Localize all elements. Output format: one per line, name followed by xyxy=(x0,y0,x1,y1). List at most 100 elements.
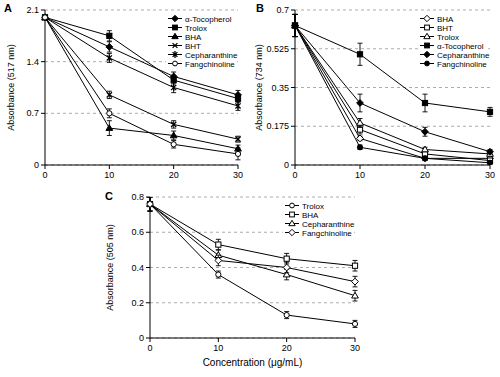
plot-area xyxy=(147,197,359,327)
data-point xyxy=(147,201,152,206)
data-point xyxy=(357,52,362,57)
x-axis-line xyxy=(150,338,355,339)
error-bar xyxy=(107,109,112,118)
error-bar xyxy=(148,197,153,211)
legend-label: Fangchinoline xyxy=(437,60,487,69)
x-axis-line xyxy=(45,165,238,166)
error-bar xyxy=(107,31,112,41)
data-point xyxy=(107,92,112,97)
x-tick-label: 20 xyxy=(282,343,292,353)
x-tick-label: 30 xyxy=(350,343,360,353)
data-point xyxy=(487,160,492,165)
legend-marker xyxy=(173,43,178,48)
series-line xyxy=(295,26,490,154)
legend-marker xyxy=(424,33,430,38)
x-tick xyxy=(286,338,287,342)
y-tick-label: 0 xyxy=(284,160,289,170)
data-point xyxy=(352,321,357,326)
error-bar xyxy=(293,14,298,36)
legend-label: BHA xyxy=(437,15,454,24)
x-tick-label: 30 xyxy=(233,170,243,180)
data-point xyxy=(106,125,113,131)
x-tick-label: 0 xyxy=(147,343,152,353)
series-line xyxy=(295,26,490,163)
data-point xyxy=(283,264,290,271)
grid-line xyxy=(45,165,238,166)
y-tick xyxy=(291,165,295,166)
x-tick xyxy=(45,165,46,169)
x-tick-label: 0 xyxy=(292,170,297,180)
y-axis-label: Absorbance (517 nm) xyxy=(6,44,16,131)
legend-label: Cepharanthine xyxy=(437,51,490,60)
data-point xyxy=(107,54,112,61)
error-bar xyxy=(171,82,176,92)
y-tick xyxy=(41,165,45,166)
legend-marker xyxy=(424,15,430,21)
data-point xyxy=(422,156,427,161)
series-line xyxy=(150,204,355,324)
grid-line xyxy=(295,126,490,127)
series-line xyxy=(295,26,490,152)
error-bar xyxy=(216,255,221,266)
y-tick-label: 0 xyxy=(139,333,144,343)
error-bar xyxy=(293,14,298,36)
error-bar xyxy=(293,14,298,36)
error-bar xyxy=(358,145,363,149)
error-bar xyxy=(216,239,221,250)
legend-label: BHA xyxy=(185,33,202,42)
grid-line xyxy=(295,87,490,88)
error-bar xyxy=(171,131,176,140)
legend-marker xyxy=(173,25,178,30)
legend-label: Fangchinoline xyxy=(185,60,235,69)
legend-marker xyxy=(172,33,178,38)
y-tick-label: 1.4 xyxy=(26,57,39,67)
x-tick-label: 30 xyxy=(485,170,495,180)
y-tick xyxy=(291,87,295,88)
legend: α-TocopherolTroloxBHABHTCepharanthineFan… xyxy=(166,12,238,70)
data-point xyxy=(292,23,297,28)
data-point xyxy=(216,272,221,277)
data-point xyxy=(487,109,492,114)
legend-label: Cepharanthine xyxy=(302,220,355,229)
legend-marker xyxy=(173,61,178,66)
data-point xyxy=(235,102,240,109)
data-point xyxy=(292,23,297,28)
error-bar xyxy=(148,197,153,211)
error-bar xyxy=(353,276,358,287)
grid-line xyxy=(295,10,490,11)
data-point xyxy=(292,22,299,29)
legend-marker xyxy=(425,43,430,48)
legend-box xyxy=(418,12,488,70)
error-bar xyxy=(358,119,363,128)
panel: 00.71.42.10102030Absorbance (517 nm)Aα-T… xyxy=(4,2,243,180)
data-point xyxy=(147,201,152,206)
y-tick-label: 0.4 xyxy=(131,263,144,273)
legend-marker xyxy=(289,229,295,235)
y-axis-line xyxy=(45,10,46,165)
x-tick xyxy=(360,165,361,169)
data-point xyxy=(422,146,429,152)
data-point xyxy=(107,111,112,116)
error-bar xyxy=(423,156,428,160)
grid-line xyxy=(295,165,490,166)
x-tick-label: 20 xyxy=(169,170,179,180)
legend-label: Trolox xyxy=(302,202,324,211)
legend: BHABHTTroloxα-TocopherolCepharanthineFan… xyxy=(418,12,490,70)
y-tick xyxy=(291,10,295,11)
legend-label: Trolox xyxy=(437,33,459,42)
y-tick-label: 0.8 xyxy=(131,192,144,202)
x-tick xyxy=(173,165,174,169)
error-bar xyxy=(284,312,289,319)
error-bar xyxy=(423,127,428,136)
error-bar xyxy=(488,161,493,165)
legend-label: BHT xyxy=(185,42,201,51)
legend-label: Trolox xyxy=(185,24,207,33)
data-point xyxy=(284,256,289,261)
y-tick xyxy=(291,48,295,49)
data-point xyxy=(171,142,176,147)
x-axis-label: Concentration (μg/mL) xyxy=(203,357,303,368)
panel-label: C xyxy=(105,190,113,202)
legend-marker xyxy=(290,203,295,208)
panel: 00.1750.350.5250.70102030Absorbance (734… xyxy=(254,2,495,180)
data-point xyxy=(42,15,47,20)
